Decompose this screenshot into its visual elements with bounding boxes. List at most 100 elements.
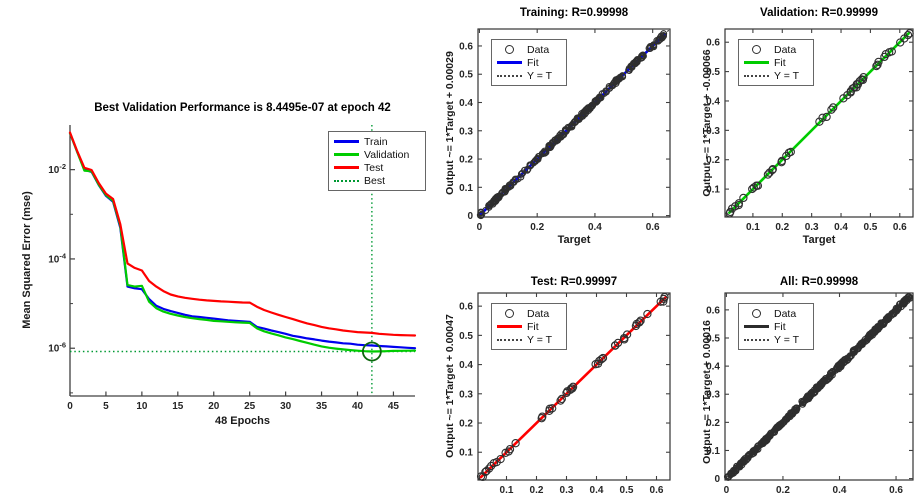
legend-label: Y = T [774,69,800,82]
svg-text:0: 0 [467,211,473,222]
svg-text:0.4: 0.4 [706,362,720,373]
svg-text:5: 5 [103,401,109,412]
svg-text:0.4: 0.4 [590,485,604,496]
svg-text:10-2: 10-2 [48,162,66,176]
svg-text:0.6: 0.6 [650,485,664,496]
svg-text:25: 25 [244,401,256,412]
legend-label: Y = T [774,333,800,346]
legend-item-fit: Fit [743,320,807,333]
svg-text:45: 45 [388,401,400,412]
performance-plot-area: 0 5 10 15 20 25 30 35 40 45 10-2 10-4 10-6 [48,125,417,412]
legend-label: Best [364,174,386,187]
legend-label: Data [774,43,797,56]
legend-item-data: Data [496,307,560,320]
data-marker-icon [496,45,523,54]
test-plot-area: 0.1 0.2 0.3 0.4 0.5 0.6 0.1 0.2 0.3 0.4 0.5 0.6 [459,292,671,496]
svg-text:0.1: 0.1 [459,448,473,459]
svg-text:0.2: 0.2 [776,485,790,496]
legend-item-data: Data [743,43,807,56]
legend-item-fit: Fit [496,320,560,333]
line-swatch [333,153,360,156]
svg-text:0.6: 0.6 [459,41,473,52]
svg-text:0.1: 0.1 [500,485,514,496]
legend-item-train: Train [333,135,419,148]
svg-text:0.4: 0.4 [833,485,847,496]
svg-text:0.2: 0.2 [530,222,544,233]
svg-text:0.4: 0.4 [834,222,848,233]
legend-label: Train [364,135,388,148]
svg-text:0.3: 0.3 [805,222,819,233]
svg-text:0.2: 0.2 [775,222,789,233]
svg-text:0.2: 0.2 [459,419,473,430]
svg-text:0.4: 0.4 [459,360,473,371]
legend-item-data: Data [743,307,807,320]
svg-text:0.5: 0.5 [459,331,473,342]
validation-legend: Data Fit Y = T [738,39,814,86]
legend-item-fit: Fit [496,56,560,69]
svg-text:0.1: 0.1 [706,446,720,457]
legend-label: Data [774,307,797,320]
test-ylabel: Output ~= 1*Target + 0.00047 [444,314,456,458]
svg-text:0.3: 0.3 [459,126,473,137]
test-title: Test: R=0.99997 [530,276,618,288]
legend-label: Fit [774,56,786,69]
legend-label: Fit [774,320,786,333]
svg-text:0.6: 0.6 [893,222,907,233]
svg-text:0.1: 0.1 [746,222,760,233]
performance-legend: Train Validation Test Best [328,131,426,191]
dotted-line-swatch [743,338,770,341]
training-ylabel: Output ~= 1*Target + 0.00029 [444,51,456,195]
dotted-line-swatch [496,74,523,77]
all-legend: Data Fit Y = T [738,303,814,350]
performance-title: Best Validation Performance is 8.4495e-0… [94,102,391,114]
legend-label: Fit [527,320,539,333]
test-legend: Data Fit Y = T [491,303,567,350]
svg-text:0.6: 0.6 [706,305,720,316]
legend-item-y-t: Y = T [743,69,807,82]
svg-text:0.1: 0.1 [459,183,473,194]
validation-title: Validation: R=0.99999 [760,7,878,19]
line-swatch [496,61,523,64]
svg-text:0.5: 0.5 [706,67,720,78]
all-title: All: R=0.99998 [779,276,859,288]
svg-text:30: 30 [280,401,292,412]
legend-item-test: Test [333,161,419,174]
svg-text:0.4: 0.4 [459,98,473,109]
svg-text:0.3: 0.3 [459,389,473,400]
training-plot-area: 0 0.2 0.4 0.6 0 0.1 0.2 0.3 0.4 0.5 0.6 [459,28,671,233]
legend-label: Y = T [527,69,553,82]
line-swatch [743,325,770,328]
data-marker-icon [743,45,770,54]
svg-text:10: 10 [136,401,148,412]
svg-text:0: 0 [714,474,720,485]
line-swatch [333,166,360,169]
svg-text:0: 0 [67,401,73,412]
legend-item-validation: Validation [333,148,419,161]
svg-text:0.6: 0.6 [459,302,473,313]
legend-item-y-t: Y = T [496,333,560,346]
dotted-line-swatch [743,74,770,77]
legend-item-best: Best [333,174,419,187]
svg-text:0.6: 0.6 [889,485,903,496]
svg-text:0.3: 0.3 [706,126,720,137]
legend-item-y-t: Y = T [496,69,560,82]
validation-xlabel: Target [802,234,836,246]
svg-text:10-4: 10-4 [48,251,67,265]
svg-text:0.4: 0.4 [588,222,602,233]
legend-label: Test [364,161,384,174]
data-marker-icon [496,309,523,318]
line-swatch [333,140,360,143]
line-swatch [496,325,523,328]
legend-label: Data [527,43,550,56]
legend-item-y-t: Y = T [743,333,807,346]
svg-text:0.5: 0.5 [620,485,634,496]
svg-text:0.4: 0.4 [706,96,720,107]
svg-text:0.3: 0.3 [560,485,574,496]
svg-text:0: 0 [477,222,483,233]
performance-xlabel: 48 Epochs [214,415,271,427]
svg-text:0.1: 0.1 [706,185,720,196]
legend-item-fit: Fit [743,56,807,69]
legend-label: Fit [527,56,539,69]
legend-label: Y = T [527,333,553,346]
